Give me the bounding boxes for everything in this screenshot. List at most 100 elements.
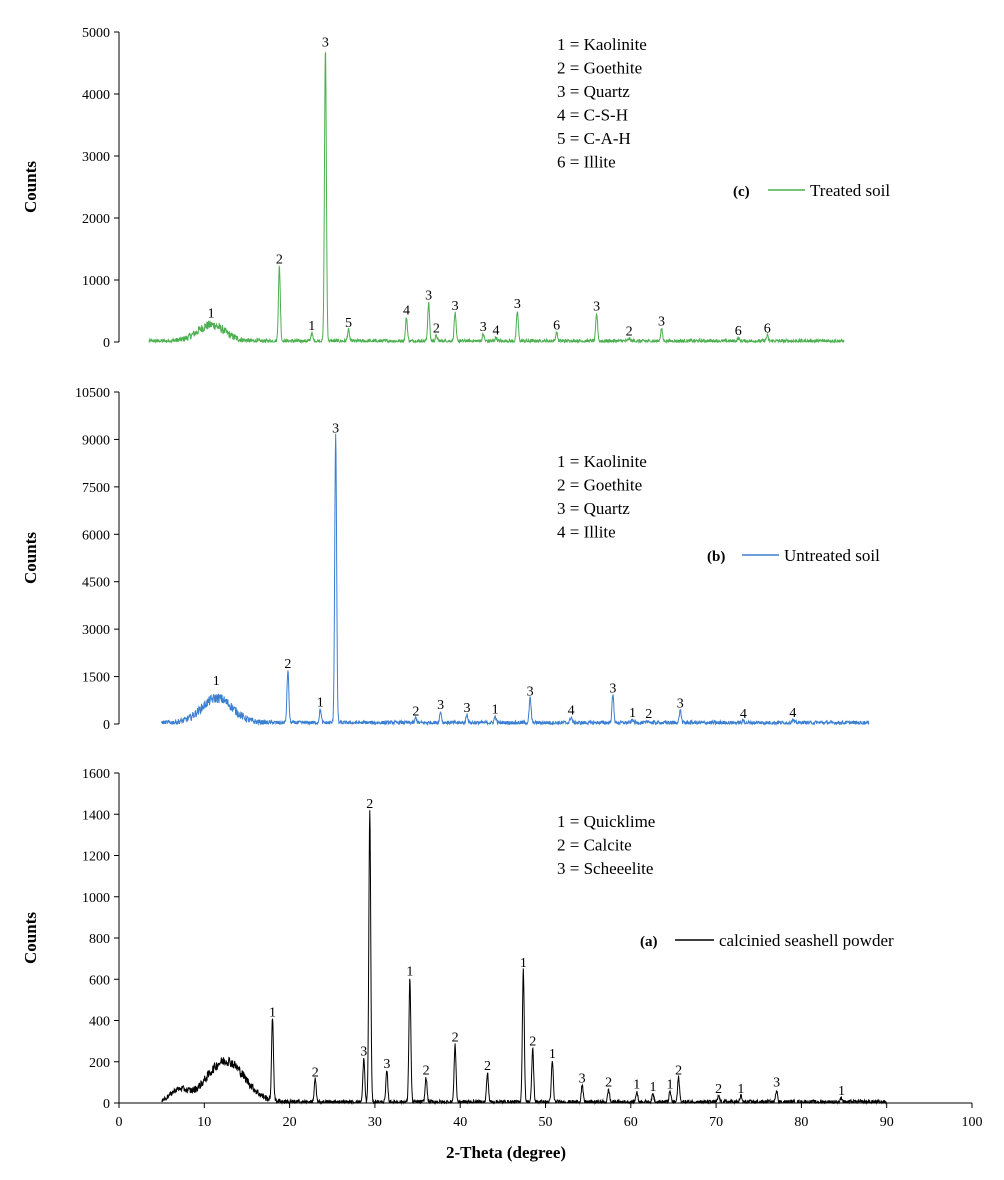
panel-c-peak-label: 3 [593, 300, 600, 315]
panel-a-y-tick-label: 400 [89, 1015, 110, 1030]
panel-a-y-tick-label: 800 [89, 932, 110, 947]
panel-b-peak-label: 1 [629, 706, 636, 721]
panel-a-tag: (a) [640, 934, 658, 950]
panel-c-legend-label: Treated soil [810, 181, 890, 200]
panel-a-x-tick-label: 40 [453, 1115, 467, 1130]
panel-c-series-line [148, 51, 845, 344]
panel-a-x-tick-label: 50 [539, 1115, 553, 1130]
panel-a-phase-legend: 1 = Quicklime 2 = Calcite 3 = Scheeelite [557, 812, 655, 878]
panel-b-legend-label: Untreated soil [784, 546, 880, 565]
panel-c-y-tick-label: 4000 [82, 88, 110, 103]
panel-a-x-tick-label: 90 [880, 1115, 894, 1130]
panel-c-peak-label: 2 [626, 325, 633, 340]
panel-c-peak-label: 6 [735, 324, 742, 339]
panel-c-tag: (c) [733, 184, 750, 200]
panel-a-peak-label: 1 [838, 1084, 845, 1099]
panel-a-peak-label: 1 [633, 1078, 640, 1093]
panel-c-peak-label: 4 [493, 323, 500, 338]
panel-a-x-tick-label: 0 [116, 1115, 123, 1130]
panel-a-peak-label: 2 [366, 797, 373, 812]
panel-b-y-tick-label: 10500 [75, 386, 110, 401]
panel-b-peak-label: 3 [332, 421, 339, 436]
panel-c-y-tick-label: 0 [103, 336, 110, 351]
panel-b-phase-legend: 1 = Kaolinite 2 = Goethite 3 = Quartz 4 = I… [557, 452, 647, 542]
panel-b-peak-label: 4 [789, 706, 796, 721]
panel-c-peak-label: 3 [514, 297, 521, 312]
panel-b-ylabel: Counts [21, 532, 40, 584]
panel-a-peak-label: 2 [529, 1034, 536, 1049]
panel-b-y-tick-label: 3000 [82, 623, 110, 638]
panel-b-peak-label: 3 [527, 684, 534, 699]
panel-a-peak-label: 3 [383, 1057, 390, 1072]
panel-a-x-tick-label: 20 [283, 1115, 297, 1130]
panel-a-y-tick-label: 1000 [82, 891, 110, 906]
panel-a-y-tick-label: 1200 [82, 850, 110, 865]
panel-c-peak-label: 5 [345, 316, 352, 331]
panel-b-peak-label: 1 [317, 696, 324, 711]
panel-c-phase-entry: 4 = C-S-H [557, 106, 628, 125]
panel-c-y-ticks: 0 1000 2000 3000 4000 5000 [82, 26, 119, 351]
panel-a-peak-label: 3 [773, 1076, 780, 1091]
panel-a-peak-label: 2 [675, 1063, 682, 1078]
panel-b-series-line [161, 433, 870, 726]
panel-a-peak-label: 2 [605, 1076, 612, 1091]
panel-b-peak-label: 2 [284, 657, 291, 672]
panel-a-peak-label: 2 [423, 1063, 430, 1078]
panel-b-phase-entry: 4 = Illite [557, 523, 616, 542]
panel-a-peak-label: 2 [484, 1059, 491, 1074]
panel-a-y-tick-label: 1400 [82, 808, 110, 823]
panel-a-peak-label: 3 [360, 1045, 367, 1060]
panel-b-peak-label: 4 [568, 703, 575, 718]
panel-c-peak-label: 2 [433, 321, 440, 336]
panel-a-legend-label: calcinied seashell powder [719, 931, 894, 950]
panel-a-peak-label: 2 [715, 1082, 722, 1097]
panel-c-peak-label: 3 [322, 36, 329, 51]
panel-a-phase-entry: 1 = Quicklime [557, 812, 655, 831]
panel-a-x-tick-label: 30 [368, 1115, 382, 1130]
panel-a-series-legend: (a) calcinied seashell powder [640, 931, 894, 950]
panel-b-peak-label: 2 [412, 704, 419, 719]
panel-b-y-tick-label: 4500 [82, 576, 110, 591]
panel-b-peak-label: 4 [740, 707, 747, 722]
panel-b-y-tick-label: 6000 [82, 528, 110, 543]
panel-b-y-tick-label: 0 [103, 718, 110, 733]
panel-c-y-tick-label: 5000 [82, 26, 110, 41]
panel-a-xlabel: 2-Theta (degree) [446, 1143, 566, 1162]
panel-a-y-tick-label: 600 [89, 973, 110, 988]
panel-a-peak-label: 1 [667, 1078, 674, 1093]
panel-b-phase-entry: 2 = Goethite [557, 476, 642, 495]
panel-c-phase-entry: 3 = Quartz [557, 82, 630, 101]
panel-b-y-tick-label: 7500 [82, 481, 110, 496]
panel-a-peak-label: 1 [520, 956, 527, 971]
panel-c-y-tick-label: 2000 [82, 212, 110, 227]
panel-b-y-tick-label: 1500 [82, 671, 110, 686]
panel-c-y-tick-label: 1000 [82, 274, 110, 289]
panel-c-peak-label: 6 [553, 318, 560, 333]
panel-a-peak-label: 2 [312, 1065, 319, 1080]
panel-c-peak-label: 3 [425, 289, 432, 304]
panel-b-untreated-soil: 0 1500 3000 4500 6000 7500 9000 10500 1 2 1 3 2 3 3 1 3… [21, 386, 880, 733]
panel-c-peak-label: 6 [764, 321, 771, 336]
panel-a-y-ticks: 0 200 400 600 800 1000 1200 1400 1600 [82, 767, 119, 1112]
panel-a-y-tick-label: 200 [89, 1056, 110, 1071]
panel-b-peak-label: 3 [464, 701, 471, 716]
panel-b-peak-label: 1 [492, 703, 499, 718]
panel-b-phase-entry: 3 = Quartz [557, 499, 630, 518]
panel-b-y-ticks: 0 1500 3000 4500 6000 7500 9000 10500 [75, 386, 119, 733]
panel-a-x-tick-label: 100 [962, 1115, 983, 1130]
panel-a-x-tick-label: 60 [624, 1115, 638, 1130]
panel-c-phase-legend: 1 = Kaolinite 2 = Goethite 3 = Quartz 4 = C… [557, 35, 647, 172]
panel-a-x-tick-label: 80 [794, 1115, 808, 1130]
panel-b-y-tick-label: 9000 [82, 433, 110, 448]
panel-a-series-line [161, 810, 887, 1105]
panel-a-peak-label: 1 [269, 1006, 276, 1021]
panel-b-phase-entry: 1 = Kaolinite [557, 452, 647, 471]
panel-a-peak-label: 3 [579, 1072, 586, 1087]
panel-a-peak-label: 1 [737, 1082, 744, 1097]
panel-b-peak-label: 1 [213, 674, 220, 689]
panel-c-peak-label: 4 [403, 303, 410, 318]
